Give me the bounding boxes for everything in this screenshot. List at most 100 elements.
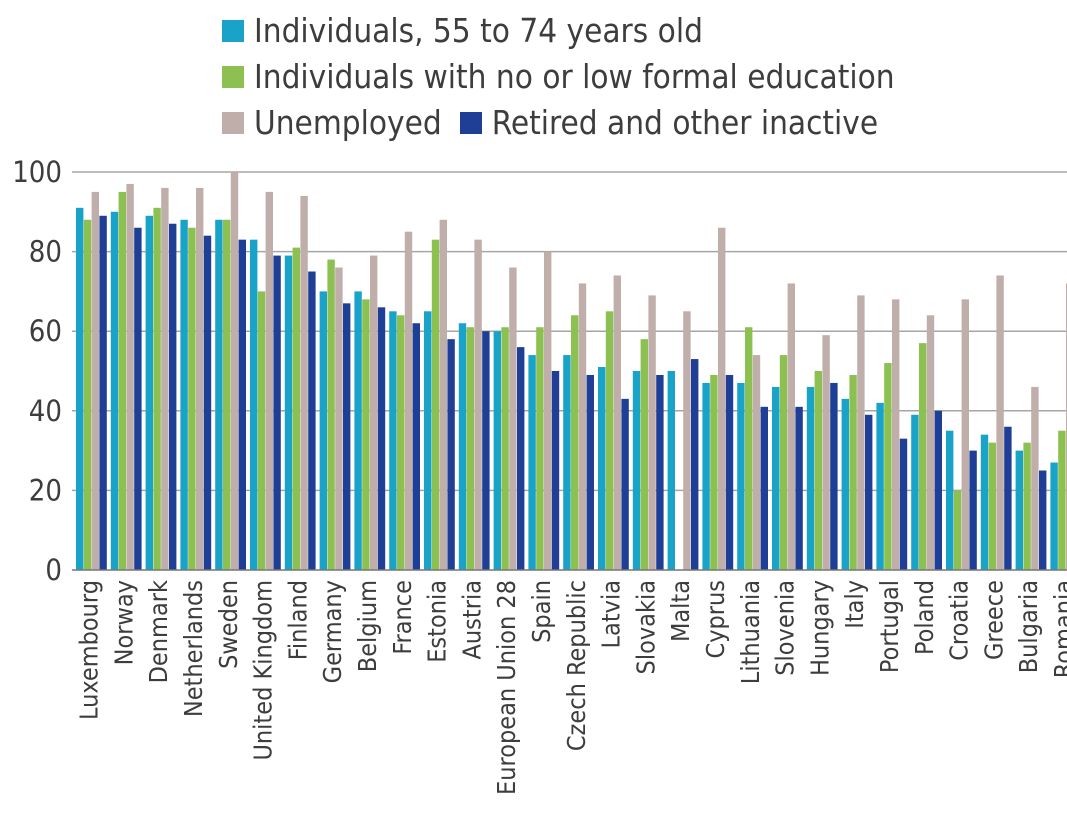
bar-estonia-series-1 xyxy=(431,239,440,570)
bar-united-kingdom-series-3 xyxy=(273,255,281,570)
x-tick-label-italy: Italy xyxy=(840,580,869,629)
y-tick-label-40: 40 xyxy=(29,394,62,428)
y-tick-label-0: 0 xyxy=(45,553,62,587)
legend-item-retired: Retired and other inactive xyxy=(459,100,879,146)
bar-france-series-1 xyxy=(397,315,405,570)
legend-item-55-74: Individuals, 55 to 74 years old xyxy=(222,8,703,54)
bar-greece-series-0 xyxy=(980,434,989,570)
x-tick-label-finland: Finland xyxy=(283,580,312,660)
bar-cyprus-series-0 xyxy=(702,382,710,570)
bar-malta-series-0 xyxy=(667,371,675,570)
bar-slovenia-series-1 xyxy=(779,355,788,570)
x-tick-label-luxembourg: Luxembourg xyxy=(75,580,104,720)
bar-denmark-series-3 xyxy=(169,223,177,571)
bar-portugal-series-0 xyxy=(876,402,884,570)
bar-norway-series-1 xyxy=(118,191,126,570)
bar-european-union-28-series-1 xyxy=(501,327,509,570)
legend-row-2: Individuals with no or low formal educat… xyxy=(222,54,913,100)
bar-hungary-series-1 xyxy=(814,371,822,570)
bar-czech-republic-series-2 xyxy=(578,283,587,570)
bar-netherlands-series-0 xyxy=(180,219,188,570)
bar-italy-series-0 xyxy=(841,398,849,570)
bar-france-series-3 xyxy=(412,323,420,570)
x-tick-label-netherlands: Netherlands xyxy=(179,580,208,717)
bar-spain-series-2 xyxy=(544,251,552,570)
x-tick-label-cyprus: Cyprus xyxy=(701,580,730,659)
x-tick-label-hungary: Hungary xyxy=(805,580,834,676)
x-tick-label-latvia: Latvia xyxy=(597,580,626,648)
bar-denmark-series-2 xyxy=(161,187,169,571)
bar-denmark-series-1 xyxy=(153,207,161,570)
x-tick-label-czech-republic: Czech Republic xyxy=(562,580,591,751)
bar-cyprus-series-3 xyxy=(725,374,734,570)
bar-luxembourg-series-3 xyxy=(99,215,107,570)
bar-portugal-series-1 xyxy=(884,363,892,570)
y-tick-label-80: 80 xyxy=(29,235,62,269)
x-tick-label-greece: Greece xyxy=(979,580,1008,660)
bar-croatia-series-0 xyxy=(946,430,954,570)
bar-belgium-series-0 xyxy=(354,291,362,570)
bar-sweden-series-1 xyxy=(223,219,231,570)
bar-greece-series-2 xyxy=(996,275,1004,570)
bar-finland-series-0 xyxy=(284,255,293,570)
bar-latvia-series-2 xyxy=(613,275,621,570)
x-tick-label-malta: Malta xyxy=(666,580,695,642)
bar-estonia-series-0 xyxy=(424,311,432,570)
bar-lithuania-series-2 xyxy=(752,355,761,570)
bar-austria-series-2 xyxy=(474,239,482,570)
x-tick-label-denmark: Denmark xyxy=(144,580,173,683)
bar-hungary-series-0 xyxy=(806,386,815,570)
x-tick-label-slovakia: Slovakia xyxy=(631,580,660,674)
bar-sweden-series-0 xyxy=(215,219,223,570)
bar-italy-series-1 xyxy=(849,374,857,570)
bar-hungary-series-3 xyxy=(830,382,838,570)
bar-slovakia-series-0 xyxy=(632,371,641,570)
bar-bulgaria-series-1 xyxy=(1023,442,1031,570)
bar-lithuania-series-1 xyxy=(745,327,753,570)
y-tick-label-60: 60 xyxy=(29,314,62,348)
bar-luxembourg-series-0 xyxy=(76,207,84,570)
bar-united-kingdom-series-2 xyxy=(265,191,273,570)
bar-norway-series-3 xyxy=(134,227,142,570)
bar-netherlands-series-1 xyxy=(188,227,196,570)
bar-spain-series-1 xyxy=(536,327,544,570)
bar-slovenia-series-0 xyxy=(772,386,780,570)
legend-label-low-education: Individuals with no or low formal educat… xyxy=(254,57,895,96)
bar-poland-series-3 xyxy=(934,410,942,570)
x-tick-label-belgium: Belgium xyxy=(353,580,382,672)
x-tick-label-european-union-28: European Union 28 xyxy=(492,580,521,795)
x-tick-label-norway: Norway xyxy=(109,580,138,665)
x-tick-label-sweden: Sweden xyxy=(214,580,243,669)
bar-greece-series-3 xyxy=(1004,426,1012,570)
x-tick-label-germany: Germany xyxy=(318,580,347,683)
bar-poland-series-1 xyxy=(919,343,927,570)
bar-malta-series-2 xyxy=(683,311,691,570)
x-tick-label-romania: Romania xyxy=(1049,580,1067,678)
legend-label-55-74: Individuals, 55 to 74 years old xyxy=(254,11,703,50)
bar-greece-series-1 xyxy=(988,442,996,570)
bar-slovakia-series-2 xyxy=(648,295,656,570)
bar-estonia-series-3 xyxy=(447,339,455,570)
bar-luxembourg-series-1 xyxy=(83,219,92,570)
bar-austria-series-1 xyxy=(466,327,474,570)
bar-lithuania-series-3 xyxy=(760,406,768,570)
x-tick-label-bulgaria: Bulgaria xyxy=(1014,580,1043,673)
bar-austria-series-3 xyxy=(482,331,490,570)
bar-slovenia-series-3 xyxy=(795,406,803,570)
bar-united-kingdom-series-0 xyxy=(250,239,258,570)
legend-label-retired: Retired and other inactive xyxy=(491,103,879,142)
bar-finland-series-1 xyxy=(292,247,300,570)
legend-swatch-retired xyxy=(459,112,482,134)
y-tick-label-100: 100 xyxy=(12,155,62,189)
bar-netherlands-series-2 xyxy=(196,187,204,571)
bar-italy-series-3 xyxy=(865,414,873,570)
bar-france-series-2 xyxy=(404,231,413,570)
bar-netherlands-series-3 xyxy=(203,235,212,570)
bar-sweden-series-3 xyxy=(238,239,246,570)
bar-lithuania-series-0 xyxy=(737,382,745,570)
legend-label-unemployed: Unemployed xyxy=(254,103,442,142)
bar-spain-series-0 xyxy=(528,355,536,570)
bar-finland-series-2 xyxy=(300,195,308,570)
bar-bulgaria-series-0 xyxy=(1015,450,1023,570)
